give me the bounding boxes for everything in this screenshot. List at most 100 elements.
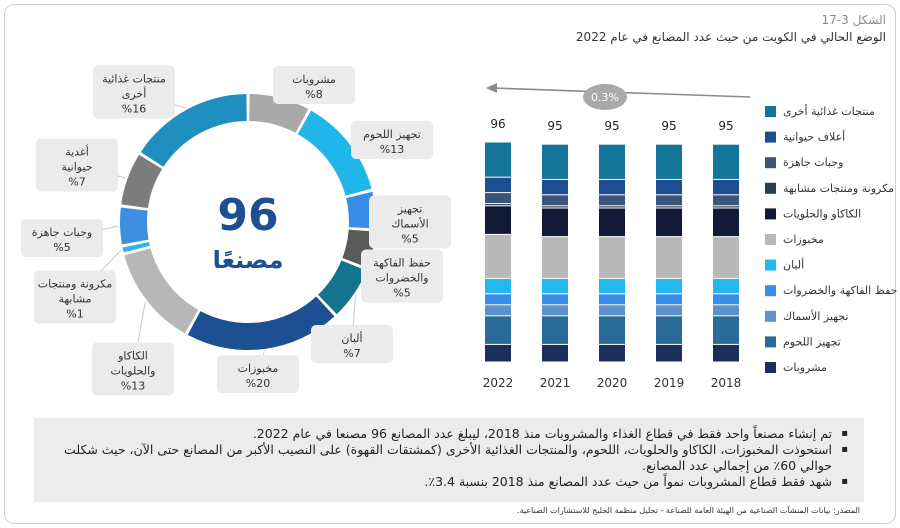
- slice-name-label: مكرونة ومنتجات: [38, 278, 113, 291]
- slice-percent-label: %5: [393, 287, 410, 300]
- legend-swatch: [765, 285, 776, 297]
- bar-segment: [656, 206, 682, 208]
- slice-percent-label: %16: [122, 103, 146, 116]
- slice-name-label: منتجات غذائية: [102, 73, 166, 86]
- bar-segment: [542, 237, 568, 278]
- legend-label: حفظ الفاكهة والخضروات: [783, 284, 897, 297]
- bar-segment: [656, 179, 682, 195]
- slice-name-label: أخرى: [122, 87, 147, 101]
- slice-name-label: حيوانية: [61, 161, 92, 174]
- slice-percent-label: %5: [401, 233, 418, 246]
- legend-label: مكرونة ومنتجات مشابهة: [783, 182, 894, 195]
- legend-swatch: [765, 131, 776, 143]
- callout-box: [217, 355, 299, 393]
- bar-segment: [656, 278, 682, 294]
- bar-segment: [599, 294, 625, 305]
- slice-name-label: الأسماك: [391, 217, 428, 231]
- bar-segment: [485, 206, 511, 234]
- slice-name-label: الكاكاو: [117, 350, 148, 363]
- bar-segment: [542, 344, 568, 362]
- slice-percent-label: %20: [246, 377, 270, 390]
- callout-box: [351, 121, 433, 159]
- bar-segment: [713, 195, 739, 206]
- bar-segment: [713, 305, 739, 316]
- slice-name-label: مشابهة: [58, 293, 91, 306]
- bar-segment: [542, 206, 568, 208]
- donut-slice: [122, 242, 150, 253]
- bar-segment: [542, 208, 568, 237]
- slice-name-label: مخبوزات: [238, 362, 279, 375]
- bar-segment: [599, 278, 625, 294]
- bar-segment: [485, 278, 511, 294]
- bar-segment: [713, 144, 739, 179]
- slice-percent-label: %5: [53, 241, 70, 254]
- slice-name-label: تجهيز: [397, 203, 423, 216]
- bar-segment: [713, 179, 739, 195]
- legend-label: الكاكاو والحلويات: [783, 207, 861, 220]
- bar-segment: [599, 237, 625, 278]
- bar-segment: [599, 316, 625, 344]
- slice-percent-label: %7: [343, 347, 360, 360]
- legend-swatch: [765, 362, 776, 373]
- bar-segment: [599, 344, 625, 362]
- bar-segment: [656, 144, 682, 179]
- legend-swatch: [765, 259, 776, 271]
- legend-swatch: [765, 336, 776, 348]
- bar-segment: [542, 305, 568, 316]
- callout-box: [369, 195, 451, 249]
- growth-arrow-head: [486, 83, 497, 93]
- legend-label: منتجات غذائية أخرى: [783, 104, 875, 118]
- bar-segment: [713, 294, 739, 305]
- donut-slice: [140, 94, 247, 167]
- bar-segment: [599, 144, 625, 179]
- bar-segment: [485, 234, 511, 278]
- bar-segment: [542, 316, 568, 344]
- summary-bullet-3: شهد فقط قطاع المشروبات نمواً من حيث عدد …: [44, 474, 848, 490]
- donut-slice: [119, 207, 149, 245]
- callout-box: [21, 219, 103, 257]
- donut-slice: [297, 110, 372, 196]
- slice-name-label: تجهيز اللحوم: [363, 128, 421, 141]
- callout-box: [93, 65, 175, 119]
- legend-swatch: [765, 208, 776, 220]
- bar-segment: [542, 278, 568, 294]
- bar-segment: [542, 144, 568, 179]
- donut-slice: [124, 248, 199, 334]
- donut-slice: [318, 260, 367, 315]
- growth-label: 0.3%: [591, 91, 619, 104]
- bar-segment: [599, 195, 625, 206]
- callout-box: [361, 249, 443, 303]
- figure-header: الشكل 3-17 الوضع الحالي في الكويت من حيث…: [576, 12, 886, 46]
- bar-segment: [713, 206, 739, 208]
- bar-total-label: 95: [604, 119, 619, 133]
- bar-segment: [713, 278, 739, 294]
- bar-segment: [542, 179, 568, 195]
- bar-segment: [713, 344, 739, 362]
- slice-name-label: والخضروات: [375, 272, 428, 285]
- bar-total-label: 96: [490, 117, 505, 131]
- legend-swatch: [765, 234, 776, 245]
- bar-segment: [656, 208, 682, 237]
- bar-segment: [485, 204, 511, 206]
- x-tick-label: 2019: [654, 376, 685, 390]
- bar-segment: [485, 344, 511, 362]
- summary-bullet-1: تم إنشاء مصنعاً واحد فقط في قطاع الغذاء …: [44, 426, 848, 442]
- bar-segment: [713, 316, 739, 344]
- bar-segment: [485, 142, 511, 177]
- slice-name-label: أغدية: [65, 145, 89, 159]
- bar-segment: [542, 195, 568, 206]
- slice-percent-label: %8: [305, 88, 322, 101]
- legend-label: مشروبات: [783, 361, 827, 374]
- slice-name-label: والحلويات: [111, 365, 156, 378]
- bar-segment: [713, 237, 739, 278]
- legend-swatch: [765, 310, 776, 322]
- x-tick-label: 2018: [711, 376, 742, 390]
- growth-bubble: [583, 84, 627, 110]
- slice-percent-label: %13: [121, 380, 145, 393]
- donut-slice: [187, 296, 335, 350]
- bar-segment: [656, 195, 682, 206]
- slice-percent-label: %1: [66, 308, 83, 321]
- bar-segment: [656, 316, 682, 344]
- legend-label: تجهيز اللحوم: [783, 335, 841, 348]
